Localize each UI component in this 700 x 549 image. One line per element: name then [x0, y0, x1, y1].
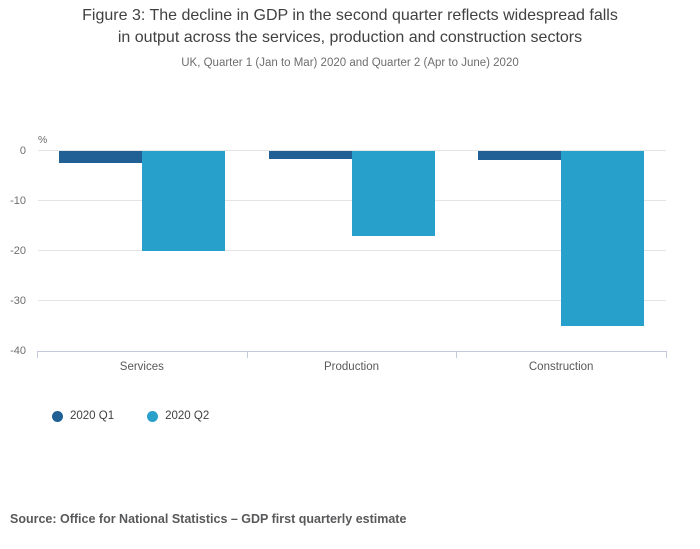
legend-label-2020-q1: 2020 Q1 — [70, 410, 115, 422]
gridline — [38, 300, 666, 301]
bar-services-2020-q1[interactable] — [58, 151, 142, 163]
x-category-label-construction: Construction — [528, 361, 594, 373]
legend-item-2020-q2: 2020 Q2 — [147, 410, 209, 422]
chart-subtitle: UK, Quarter 1 (Jan to Mar) 2020 and Quar… — [181, 57, 519, 69]
legend-label-2020-q2: 2020 Q2 — [165, 410, 210, 422]
y-axis-tick-label: -40 — [10, 344, 26, 357]
bar-construction-2020-q2[interactable] — [561, 151, 645, 326]
x-axis-tick — [666, 351, 667, 358]
bar-production-2020-q1[interactable] — [268, 151, 352, 159]
bar-construction-2020-q1[interactable] — [478, 151, 562, 160]
legend-dot-q1-icon — [52, 410, 63, 422]
gridline — [38, 250, 666, 251]
source-attribution: Source: Office for National Statistics –… — [10, 512, 407, 526]
chart-title-line2: in output across the services, productio… — [117, 28, 583, 46]
gridline — [38, 150, 666, 151]
chart-title: Figure 3: The decline in GDP in the seco… — [0, 5, 700, 48]
y-axis-tick-label: -20 — [10, 244, 26, 257]
legend-item-2020-q1: 2020 Q1 — [52, 410, 114, 422]
chart-title-line1: Figure 3: The decline in GDP in the seco… — [82, 7, 618, 24]
x-axis-tick — [37, 351, 38, 358]
x-axis-tick — [456, 351, 458, 358]
y-axis-tick-label: 0 — [19, 144, 26, 157]
y-axis-tick-label: -10 — [10, 194, 26, 207]
legend-dot-q2-icon — [147, 410, 159, 422]
x-axis-line — [37, 351, 666, 352]
bar-production-2020-q2[interactable] — [351, 151, 435, 236]
bar-services-2020-q2[interactable] — [141, 151, 225, 251]
y-axis-unit-label: % — [38, 134, 48, 146]
y-axis-tick-label: -30 — [10, 294, 26, 307]
x-category-label-production: Production — [324, 361, 379, 373]
chart-legend: 2020 Q1 2020 Q2 — [52, 410, 209, 422]
x-category-label-services: Services — [119, 361, 164, 373]
x-axis-tick — [246, 351, 248, 358]
